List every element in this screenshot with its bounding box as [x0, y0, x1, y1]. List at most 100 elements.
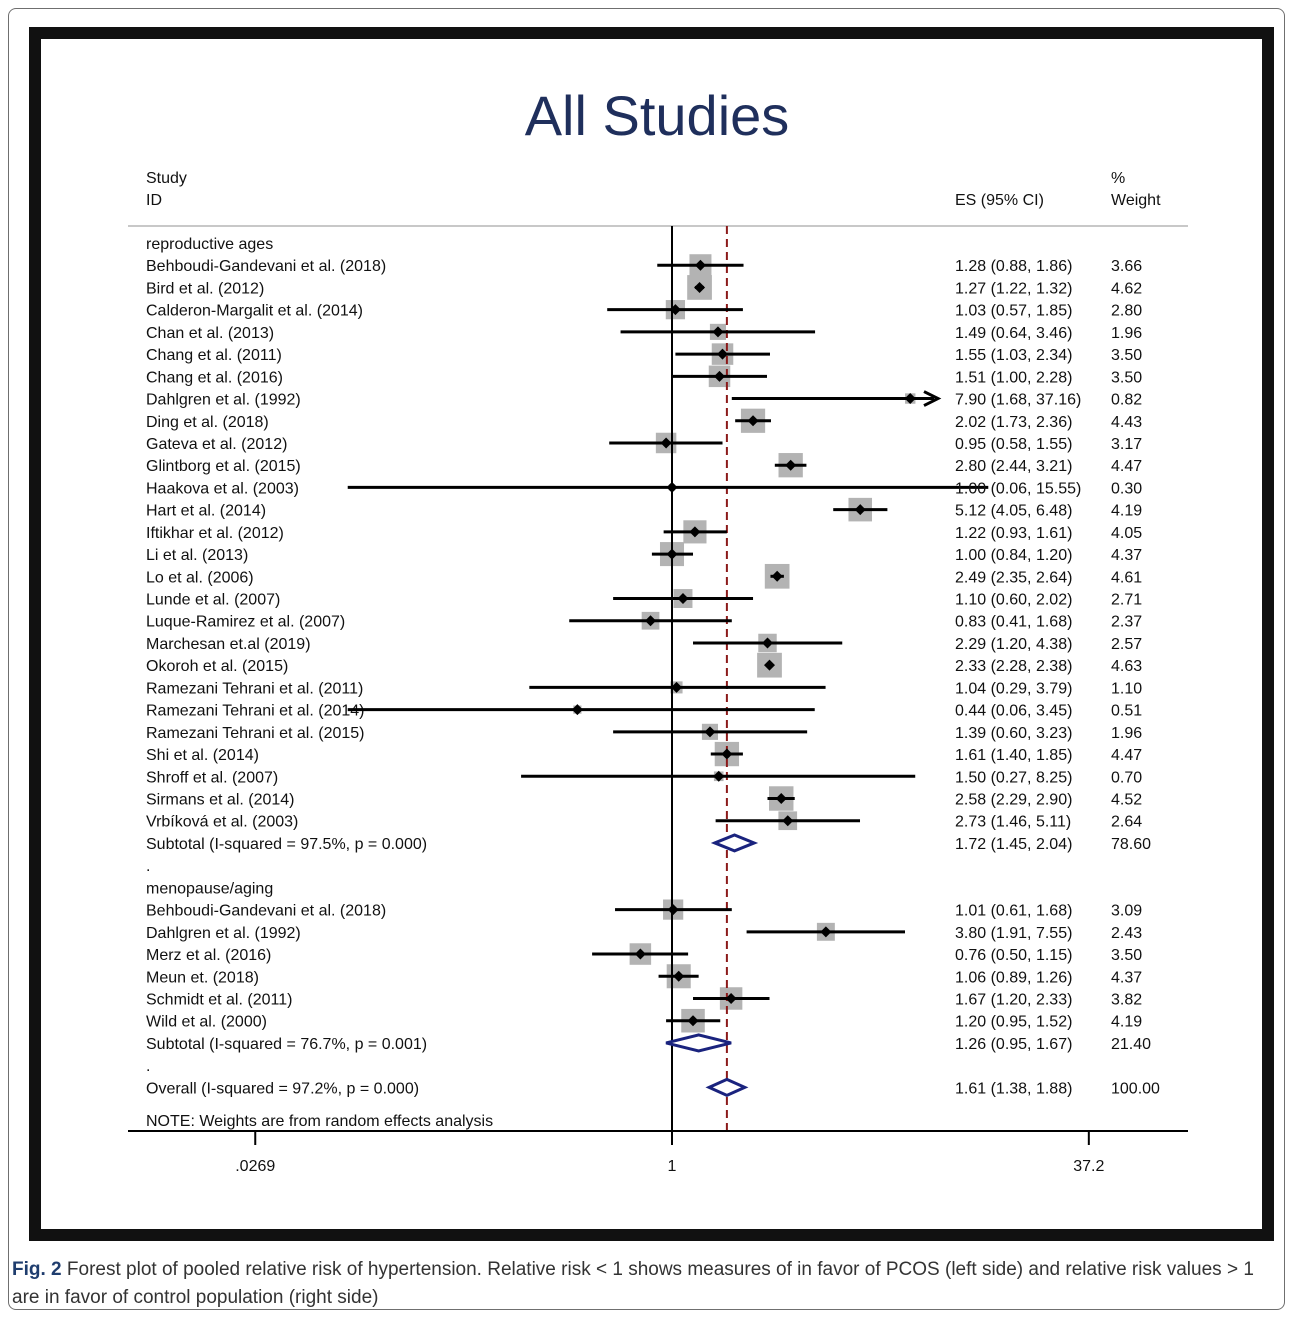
row-weight: 100.00: [1111, 1080, 1160, 1097]
point-estimate: [571, 704, 583, 716]
row-label: Bird et al. (2012): [146, 280, 264, 297]
x-tick-label: 37.2: [1073, 1158, 1104, 1175]
row-ci: 1.10 (0.60, 2.02): [955, 592, 1072, 609]
point-estimate: [634, 948, 646, 960]
header-es: ES (95% CI): [955, 192, 1044, 209]
row-ci: 1.50 (0.27, 8.25): [955, 769, 1072, 786]
row-label: Hart et al. (2014): [146, 503, 266, 520]
row-weight: 0.51: [1111, 703, 1142, 720]
row-ci: 1.72 (1.45, 2.04): [955, 836, 1072, 853]
row-label: Chang et al. (2011): [146, 347, 282, 364]
row-weight: 4.61: [1111, 569, 1142, 586]
row-ci: 1.49 (0.64, 3.46): [955, 325, 1072, 342]
row-ci: 7.90 (1.68, 37.16): [955, 392, 1081, 409]
row-weight: 21.40: [1111, 1036, 1151, 1053]
row-ci: 1.61 (1.40, 1.85): [955, 747, 1072, 764]
chart-title: All Studies: [525, 84, 790, 147]
row-ci: 0.83 (0.41, 1.68): [955, 614, 1072, 631]
row-weight: 4.05: [1111, 525, 1142, 542]
row-label: Iftikhar et al. (2012): [146, 525, 284, 542]
figure-frame: [8, 8, 1285, 1310]
row-label: Shi et al. (2014): [146, 747, 259, 764]
row-weight: 4.47: [1111, 747, 1142, 764]
point-estimate: [820, 926, 832, 938]
row-label: Luque-Ramirez et al. (2007): [146, 614, 345, 631]
row-label: Lo et al. (2006): [146, 569, 254, 586]
row-ci: 1.00 (0.06, 15.55): [955, 480, 1081, 497]
point-estimate: [660, 437, 672, 449]
point-estimate: [782, 815, 794, 827]
row-weight: 4.19: [1111, 503, 1142, 520]
subtotal-diamond: [665, 1033, 732, 1053]
row-ci: 2.33 (2.28, 2.38): [955, 658, 1072, 675]
point-estimate: [725, 992, 737, 1004]
point-estimate: [669, 304, 681, 316]
forest-plot: All Studies Study ID ES (95% CI)% Weight repr…: [128, 84, 1188, 1175]
row-weight: 0.30: [1111, 480, 1142, 497]
row-weight: 4.47: [1111, 458, 1142, 475]
row-ci: 2.73 (1.46, 5.11): [955, 814, 1071, 831]
row-weight: 4.19: [1111, 1014, 1142, 1031]
subtotal-diamond: [710, 833, 759, 853]
row-ci: 1.26 (0.95, 1.67): [955, 1036, 1072, 1053]
row-ci: 2.58 (2.29, 2.90): [955, 792, 1072, 809]
row-label: Dahlgren et al. (1992): [146, 925, 301, 942]
point-estimate: [673, 970, 685, 982]
row-label: Merz et al. (2016): [146, 947, 271, 964]
caption-text: Forest plot of pooled relative risk of h…: [12, 1259, 1254, 1308]
row-label: .: [146, 1058, 150, 1075]
row-ci: 0.44 (0.06, 3.45): [955, 703, 1072, 720]
row-ci: 5.12 (4.05, 6.48): [955, 503, 1072, 520]
row-label: Glintborg et al. (2015): [146, 458, 301, 475]
point-estimate: [747, 415, 759, 427]
row-label: Schmidt et al. (2011): [146, 991, 292, 1008]
row-weight: 0.70: [1111, 769, 1142, 786]
row-label: Li et al. (2013): [146, 547, 248, 564]
point-estimate: [694, 259, 706, 271]
row-label: Shroff et al. (2007): [146, 769, 278, 786]
row-weight: 1.96: [1111, 725, 1142, 742]
header-study: Study: [146, 170, 187, 187]
row-ci: 1.61 (1.38, 1.88): [955, 1080, 1072, 1097]
row-label: Chan et al. (2013): [146, 325, 274, 342]
row-weight: 0.82: [1111, 392, 1142, 409]
row-weight: 3.50: [1111, 369, 1142, 386]
row-weight: 3.09: [1111, 903, 1142, 920]
figure-caption: Fig. 2 Forest plot of pooled relative ri…: [12, 1256, 1274, 1312]
row-label: Vrbíková et al. (2003): [146, 814, 298, 831]
row-ci: 1.20 (0.95, 1.52): [955, 1014, 1072, 1031]
point-estimate: [714, 370, 726, 382]
row-weight: 78.60: [1111, 836, 1151, 853]
row-weight: 2.57: [1111, 636, 1142, 653]
row-weight: 3.82: [1111, 991, 1142, 1008]
point-estimate: [762, 637, 774, 649]
row-ci: 3.80 (1.91, 7.55): [955, 925, 1072, 942]
row-ci: 1.06 (0.89, 1.26): [955, 969, 1072, 986]
row-label: menopause/aging: [146, 880, 273, 897]
row-weight: 4.62: [1111, 280, 1142, 297]
point-estimate: [713, 770, 725, 782]
row-ci: 1.39 (0.60, 3.23): [955, 725, 1072, 742]
row-label: Meun et. (2018): [146, 969, 259, 986]
point-estimate: [694, 281, 706, 293]
row-label: Overall (I-squared = 97.2%, p = 0.000): [146, 1080, 419, 1097]
row-weight: 3.17: [1111, 436, 1142, 453]
row-label: Gateva et al. (2012): [146, 436, 287, 453]
plot-frame: [29, 27, 1274, 1241]
point-estimate: [785, 459, 797, 471]
header-weight: Weight: [1111, 192, 1161, 209]
point-estimate: [904, 393, 916, 405]
row-label: Lunde et al. (2007): [146, 592, 280, 609]
row-label: reproductive ages: [146, 236, 273, 253]
caption-label: Fig. 2: [12, 1259, 62, 1280]
point-estimate: [687, 1015, 699, 1027]
header-weight-percent: %: [1111, 170, 1125, 187]
row-label: Sirmans et al. (2014): [146, 792, 295, 809]
row-ci: 1.03 (0.57, 1.85): [955, 303, 1072, 320]
row-ci: 0.95 (0.58, 1.55): [955, 436, 1072, 453]
point-estimate: [671, 681, 683, 693]
row-weight: 1.96: [1111, 325, 1142, 342]
ci-arrow-icon: [923, 390, 942, 407]
row-ci: 1.67 (1.20, 2.33): [955, 991, 1072, 1008]
row-weight: 2.43: [1111, 925, 1142, 942]
